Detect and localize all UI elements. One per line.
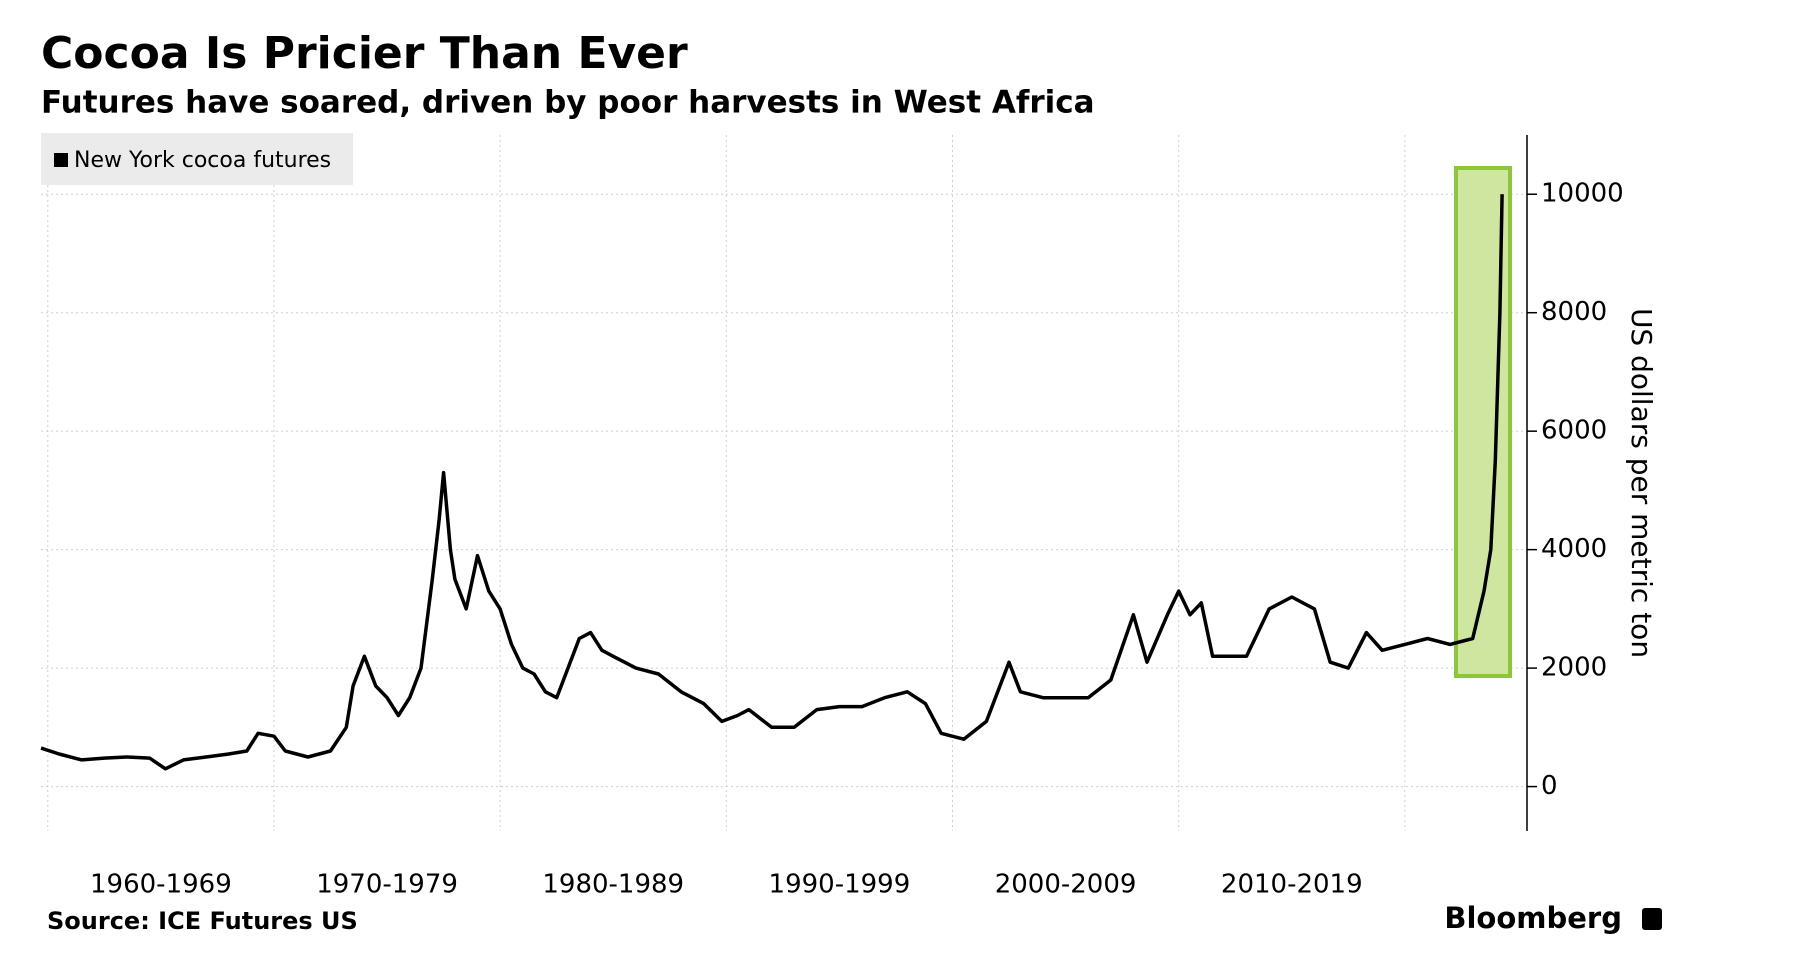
- source: Source: ICE Futures US: [47, 907, 358, 935]
- x-tick-label: 2000-2009: [995, 870, 1137, 900]
- data-line: [40, 194, 1504, 771]
- x-tick-label: 2010-2019: [1221, 870, 1363, 900]
- x-tick-label: 1970-1979: [316, 870, 458, 900]
- chart-subtitle: Futures have soared, driven by poor harv…: [41, 85, 1095, 121]
- legend-swatch: [54, 153, 68, 167]
- y-axis-label: US dollars per metric ton: [1625, 308, 1658, 658]
- y-tick-label: 0: [1541, 771, 1558, 801]
- y-tick-label: 6000: [1541, 416, 1607, 446]
- brand-icon: [1642, 908, 1662, 930]
- y-tick-label: 8000: [1541, 297, 1607, 327]
- legend: New York cocoa futures: [41, 133, 353, 185]
- brand: Bloomberg: [1444, 901, 1622, 935]
- y-tick-label: 10000: [1541, 179, 1624, 209]
- y-tick-label: 2000: [1541, 653, 1607, 683]
- legend-label: New York cocoa futures: [74, 148, 331, 173]
- legend-box: [41, 133, 353, 185]
- chart-title: Cocoa Is Pricier Than Ever: [41, 28, 688, 79]
- x-tick-label: 1980-1989: [542, 870, 684, 900]
- x-tick-label: 1990-1999: [769, 870, 911, 900]
- y-tick-label: 4000: [1541, 534, 1607, 564]
- x-tick-label: 1960-1969: [90, 870, 232, 900]
